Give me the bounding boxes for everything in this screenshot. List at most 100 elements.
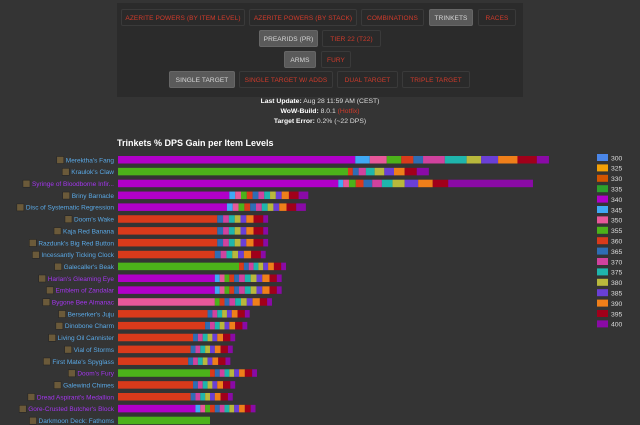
bar-segment-390[interactable] [281,191,289,200]
bar-segment-355[interactable] [224,274,230,283]
trinket-label[interactable]: Galecaller's Beak [64,264,115,271]
bar-segment-385[interactable] [481,156,499,164]
bar-segment-365[interactable] [363,179,373,188]
bar-segment-340[interactable] [118,156,356,164]
nav-tier22[interactable]: TIER 22 (T22) [322,30,381,47]
bar-segment-395[interactable] [404,167,417,176]
bar-segment-365[interactable] [234,286,240,294]
nav-prearids[interactable]: PREARIDS (PR) [259,30,318,47]
bar-segment-350[interactable] [118,298,215,306]
bar-segment-375[interactable] [244,274,251,283]
bar-segment-360[interactable] [229,274,235,283]
bar-segment-370[interactable] [239,286,245,294]
bar-segment-360[interactable] [118,238,218,247]
bar-segment-365[interactable] [217,215,224,223]
bar-segment-400[interactable] [536,156,549,164]
bar-segment-360[interactable] [401,156,414,164]
trinket-label[interactable]: Kraulok's Claw [71,169,114,176]
bar-segment-395[interactable] [235,321,243,330]
bar-segment-395[interactable] [220,345,228,354]
bar-segment-380[interactable] [374,167,385,176]
bar-segment-375[interactable] [228,215,235,223]
bar-segment-380[interactable] [466,156,482,164]
bar-segment-370[interactable] [195,345,201,354]
bar-segment-370[interactable] [223,238,229,247]
bar-segment-360[interactable] [219,298,225,306]
bar-segment-395[interactable] [269,286,277,294]
bar-segment-345[interactable] [214,286,220,294]
bar-segment-400[interactable] [230,333,236,342]
bar-segment-380[interactable] [207,333,213,342]
bar-segment-340[interactable] [118,286,215,294]
bar-segment-400[interactable] [260,250,266,259]
bar-segment-365[interactable] [252,191,259,200]
bar-segment-400[interactable] [298,191,309,200]
bar-segment-350[interactable] [232,203,239,211]
bar-segment-385[interactable] [234,369,240,377]
trinket-label[interactable]: Doom's Fury [77,371,114,378]
trinket-label[interactable]: Incessantly Ticking Clock [41,252,114,259]
bar-segment-385[interactable] [210,393,215,401]
bar-segment-385[interactable] [263,262,269,271]
bar-segment-345[interactable] [226,203,233,211]
bar-segment-370[interactable] [372,179,382,188]
bar-segment-380[interactable] [267,203,274,211]
bar-segment-390[interactable] [214,393,221,401]
bar-segment-360[interactable] [118,215,218,223]
bar-segment-380[interactable] [229,369,235,377]
bar-segment-380[interactable] [229,404,235,413]
bar-segment-360[interactable] [239,262,244,271]
nav-dual-target[interactable]: DUAL TARGET [337,71,398,88]
bar-segment-380[interactable] [202,357,208,365]
trinket-label[interactable]: Gore-Crusted Butcher's Block [28,406,115,413]
bar-segment-365[interactable] [243,262,249,271]
bar-segment-365[interactable] [205,321,210,330]
bar-segment-370[interactable] [239,274,245,283]
bar-segment-370[interactable] [219,369,225,377]
bar-segment-365[interactable] [352,167,359,176]
trinket-label[interactable]: Dread Aspirant's Medallion [37,394,114,401]
bar-segment-395[interactable] [251,250,261,259]
bar-segment-400[interactable] [263,215,269,223]
bar-segment-395[interactable] [286,203,297,211]
bar-segment-395[interactable] [218,357,226,365]
bar-segment-395[interactable] [237,310,245,318]
bar-segment-375[interactable] [365,167,375,176]
nav-azerite-by-stack[interactable]: AZERITE POWERS (BY STACK) [249,9,357,26]
bar-segment-365[interactable] [193,381,198,389]
bar-segment-385[interactable] [238,250,244,259]
bar-segment-365[interactable] [217,227,224,235]
bar-segment-385[interactable] [212,381,218,389]
bar-segment-370[interactable] [210,321,215,330]
bar-segment-345[interactable] [338,179,344,188]
bar-segment-390[interactable] [246,215,254,223]
bar-segment-350[interactable] [219,274,225,283]
bar-segment-355[interactable] [118,416,210,425]
bar-segment-390[interactable] [279,203,287,211]
hotfix-link[interactable]: (Hotfix) [337,108,360,115]
bar-segment-360[interactable] [118,310,208,318]
bar-segment-365[interactable] [250,203,256,211]
bar-segment-340[interactable] [118,274,215,283]
bar-segment-375[interactable] [228,238,235,247]
bar-segment-385[interactable] [207,357,213,365]
bar-segment-365[interactable] [193,333,198,342]
bar-segment-395[interactable] [269,274,277,283]
bar-segment-385[interactable] [224,321,230,330]
bar-segment-370[interactable] [256,203,262,211]
bar-segment-370[interactable] [212,310,218,318]
bar-segment-390[interactable] [229,321,236,330]
bar-segment-395[interactable] [517,156,537,164]
bar-segment-390[interactable] [418,179,433,188]
bar-segment-370[interactable] [248,262,254,271]
bar-segment-345[interactable] [355,156,370,164]
bar-segment-400[interactable] [276,274,282,283]
bar-segment-360[interactable] [118,321,206,330]
bar-segment-360[interactable] [244,203,251,211]
trinket-label[interactable]: Syringe of Bloodborne Infir... [32,181,114,188]
bar-segment-400[interactable] [263,238,269,247]
bar-segment-400[interactable] [250,404,256,413]
bar-segment-385[interactable] [384,167,394,176]
bar-segment-380[interactable] [392,179,405,188]
nav-trinkets[interactable]: TRINKETS [429,9,473,26]
